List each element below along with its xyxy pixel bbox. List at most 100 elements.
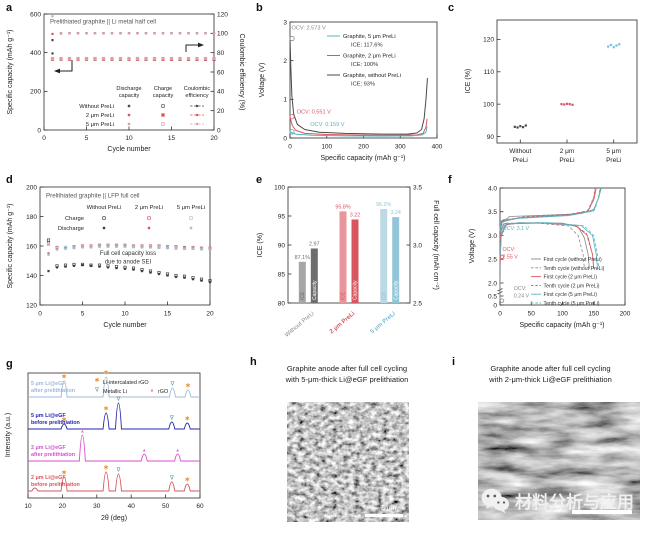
svg-text:Voltage (V): Voltage (V) xyxy=(469,229,476,264)
svg-text:ICE: ICE xyxy=(381,291,387,300)
svg-text:ICE: ICE xyxy=(341,291,347,300)
chart-c: 90 100 110 120 ICE (%) Without PreLi 2 μm PreLi 5… xyxy=(465,19,638,164)
panel-label-f: f xyxy=(448,174,452,186)
svg-text:∇: ∇ xyxy=(94,388,99,394)
svg-text:Capacity: Capacity xyxy=(393,280,399,300)
svg-text:60: 60 xyxy=(217,69,225,76)
sem-h-image: 5 μm xyxy=(287,402,409,522)
panel-label-d: d xyxy=(6,174,13,186)
svg-text:40: 40 xyxy=(128,503,136,510)
sem-h-scale-label: 5 μm xyxy=(381,505,396,512)
svg-text:∗: ∗ xyxy=(184,416,190,423)
svg-text:Coulombic efficiency (%): Coulombic efficiency (%) xyxy=(238,34,245,111)
svg-text:Discharge: Discharge xyxy=(58,226,84,232)
svg-text:80: 80 xyxy=(278,300,286,307)
svg-text:∇: ∇ xyxy=(116,397,121,403)
panel-label-b: b xyxy=(256,2,263,14)
svg-text:▲: ▲ xyxy=(175,449,180,454)
svg-text:90: 90 xyxy=(487,134,495,141)
svg-text:400: 400 xyxy=(30,50,41,57)
svg-text:0: 0 xyxy=(37,127,41,134)
svg-text:Li-intercalated rGO: Li-intercalated rGO xyxy=(103,380,149,386)
svg-text:∗: ∗ xyxy=(103,406,109,413)
panel-label-g: g xyxy=(6,358,13,370)
sem-h-title: Graphite anode after full cell cycling w… xyxy=(247,364,447,385)
svg-text:PreLi: PreLi xyxy=(513,157,528,164)
svg-text:OCV:: OCV: xyxy=(503,247,516,253)
panel-label-i: i xyxy=(452,356,456,368)
chart-f: 0 0.5 2.0 2.5 3.0 3.5 4.0 0 50 100 150 200 Specific … xyxy=(469,185,631,329)
svg-text:3: 3 xyxy=(283,19,287,26)
svg-text:0.5: 0.5 xyxy=(488,293,497,300)
sem-i-title-line1: Graphite anode after full cell cycling xyxy=(490,364,611,373)
svg-text:ICE: 100%: ICE: 100% xyxy=(351,62,378,68)
svg-text:95: 95 xyxy=(278,213,286,220)
sem-h-title-line1: Graphite anode after full cell cycling xyxy=(286,364,408,373)
svg-text:20: 20 xyxy=(206,311,214,318)
sem-h-title-line2: with 5-μm-thick Li@eGF prelithiation xyxy=(285,374,409,384)
svg-text:▲: ▲ xyxy=(142,449,147,454)
svg-text:PreLi: PreLi xyxy=(606,157,621,164)
svg-text:100: 100 xyxy=(483,101,494,108)
svg-text:0: 0 xyxy=(493,302,497,309)
svg-text:0: 0 xyxy=(38,311,42,318)
svg-text:80: 80 xyxy=(217,50,225,57)
svg-text:Intensity (a.u.): Intensity (a.u.) xyxy=(5,413,12,457)
svg-text:Specific capacity (mAh g⁻¹): Specific capacity (mAh g⁻¹) xyxy=(321,155,406,162)
svg-text:Without PreLi: Without PreLi xyxy=(79,104,114,110)
svg-text:Full cell capacity (mAh cm⁻²): Full cell capacity (mAh cm⁻²) xyxy=(432,200,439,290)
svg-text:0: 0 xyxy=(217,127,221,134)
svg-text:OCV: 3.1 V: OCV: 3.1 V xyxy=(503,226,530,232)
sem-h-texture xyxy=(287,402,409,522)
svg-text:efficiency: efficiency xyxy=(185,93,208,99)
svg-text:120: 120 xyxy=(217,11,228,18)
svg-text:3.22: 3.22 xyxy=(350,212,361,218)
svg-text:Charge: Charge xyxy=(65,216,84,222)
svg-text:200: 200 xyxy=(26,184,37,191)
svg-text:100: 100 xyxy=(557,311,568,318)
svg-text:Without PreLi: Without PreLi xyxy=(87,205,122,211)
svg-text:2: 2 xyxy=(283,58,287,65)
svg-text:120: 120 xyxy=(26,302,37,309)
svg-text:15: 15 xyxy=(164,311,172,318)
svg-text:Specific capacity (mAh g⁻¹): Specific capacity (mAh g⁻¹) xyxy=(7,30,14,115)
svg-text:Charge: Charge xyxy=(154,86,172,92)
svg-text:60: 60 xyxy=(196,503,204,510)
panel-label-h: h xyxy=(250,356,257,368)
svg-text:Full cell capacity loss: Full cell capacity loss xyxy=(100,251,156,257)
svg-text:First cycle (2 μm PreLi): First cycle (2 μm PreLi) xyxy=(544,275,598,281)
svg-text:OCV: 0.159 V: OCV: 0.159 V xyxy=(310,122,345,128)
svg-text:∗: ∗ xyxy=(94,377,100,384)
sem-i-title: Graphite anode after full cell cycling w… xyxy=(453,364,648,385)
svg-text:2.97: 2.97 xyxy=(309,241,320,247)
svg-text:3.0: 3.0 xyxy=(413,242,422,249)
svg-text:0: 0 xyxy=(498,311,502,318)
sem-i-title-line2: with 2-μm-thick Li@eGF prelithiation xyxy=(489,374,612,384)
svg-text:Without: Without xyxy=(509,148,531,155)
svg-text:90: 90 xyxy=(278,242,286,249)
svg-text:Capacity: Capacity xyxy=(312,280,318,300)
panel-label-e: e xyxy=(256,174,263,186)
svg-text:before prelithiation: before prelithiation xyxy=(31,420,80,426)
chart-e: 80 85 90 95 100 2.5 3.0 3.5 ICE (%) Full cell cap… xyxy=(257,184,439,338)
svg-text:Without PreLi: Without PreLi xyxy=(284,311,315,339)
svg-text:50: 50 xyxy=(162,503,170,510)
svg-text:∗: ∗ xyxy=(103,370,109,377)
svg-text:95.8%: 95.8% xyxy=(335,204,350,210)
svg-text:160: 160 xyxy=(26,243,37,250)
svg-text:180: 180 xyxy=(26,214,37,221)
svg-text:Specific capacity (mAh g⁻¹): Specific capacity (mAh g⁻¹) xyxy=(520,322,605,329)
svg-text:30: 30 xyxy=(93,503,101,510)
svg-text:OCV: 2.573 V: OCV: 2.573 V xyxy=(291,26,326,32)
svg-text:2.55 V: 2.55 V xyxy=(503,255,519,261)
svg-text:after prelithiation: after prelithiation xyxy=(31,388,75,394)
svg-text:96.2%: 96.2% xyxy=(376,202,391,208)
svg-text:Cycle number: Cycle number xyxy=(103,322,147,329)
svg-text:0.24 V: 0.24 V xyxy=(514,293,530,299)
sem-i-image: 材料分析与应用 xyxy=(478,402,640,520)
svg-text:Prelithiated graphite || Li me: Prelithiated graphite || Li metal half c… xyxy=(50,19,156,26)
svg-text:2 μm PreLi: 2 μm PreLi xyxy=(135,205,163,211)
